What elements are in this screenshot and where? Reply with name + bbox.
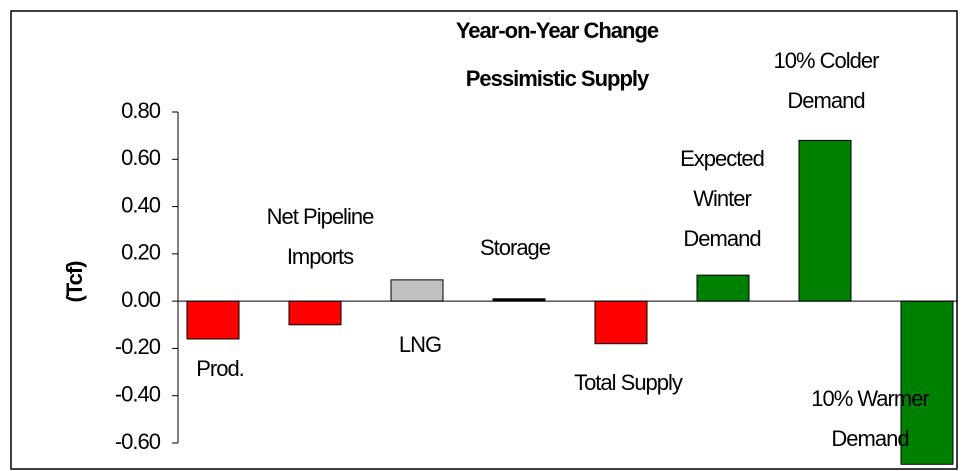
category-label: Demand [831, 426, 908, 451]
y-tick-label: -0.20 [115, 334, 161, 359]
y-tick-label: 0.80 [121, 98, 161, 123]
category-label: 10% Warmer [811, 386, 929, 411]
category-label: Expected [680, 146, 764, 171]
bar [696, 274, 750, 302]
y-tick-label: -0.40 [115, 382, 161, 407]
category-label: Imports [287, 244, 354, 269]
y-tick-label: -0.60 [115, 429, 161, 454]
chart-frame [10, 10, 958, 470]
bar [900, 300, 954, 465]
bar [798, 139, 852, 302]
category-label: Storage [480, 235, 551, 260]
category-label: LNG [399, 332, 441, 357]
category-label: Demand [787, 88, 864, 113]
category-label: 10% Colder [774, 48, 880, 73]
bar [186, 300, 240, 340]
category-label: Net Pipeline [267, 204, 374, 229]
y-tick-label: 0.20 [121, 240, 161, 265]
chart-title: Year-on-Year Change [456, 18, 659, 43]
bar [594, 300, 648, 345]
y-tick-label: 0.60 [121, 145, 161, 170]
category-label: Prod. [196, 356, 244, 381]
bar [390, 279, 444, 302]
chart-subtitle: Pessimistic Supply [466, 66, 650, 91]
y-tick-label: 0.40 [121, 192, 161, 217]
category-label: Demand [683, 226, 760, 251]
bar [288, 300, 342, 326]
category-label: Total Supply [574, 370, 683, 395]
y-tick-label: 0.00 [121, 287, 161, 312]
category-label: Winter [693, 186, 751, 211]
y-axis-label: (Tcf) [62, 261, 87, 303]
